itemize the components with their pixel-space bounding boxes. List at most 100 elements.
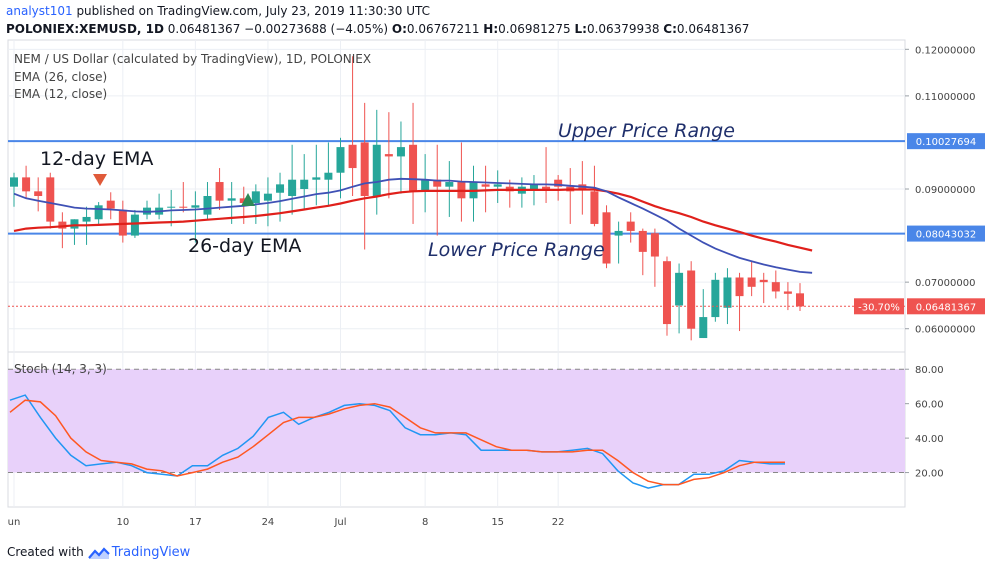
candle-body [723,277,732,308]
candle-body [22,177,31,192]
candle-body [324,172,333,180]
close-value: 0.06481367 [676,22,750,36]
candle-body [130,214,139,236]
candle-body [796,293,804,307]
time-tick-label: 24 [262,517,275,528]
candle-body [46,177,55,222]
last-price: 0.06481367 [167,22,241,36]
candle-body [288,179,297,196]
last-price-tag-label: 0.06481367 [916,302,976,313]
price-tick-label: 0.09000000 [915,185,975,196]
author-link[interactable]: analyst101 [6,4,73,18]
time-tick-label: Jul [333,517,346,528]
chart-area[interactable]: 0.06000000 0.07000000 0.09000000 0.11000000… [0,38,987,538]
annotation-ema26: 26-day EMA [188,235,302,257]
candle-body [421,179,430,192]
price-range-tag-label: 0.08043032 [916,230,976,241]
stoch-tick-label: 40.00 [915,434,944,445]
candle-body [529,184,538,190]
candle-body [82,216,91,222]
candle-body [191,205,200,208]
time-tick-label: 10 [116,517,129,528]
candle-body [614,230,623,236]
high-label: H: [483,22,499,36]
stoch-tick-label: 20.00 [915,469,944,480]
stoch-tick-label: 60.00 [915,400,944,411]
price-tick-label: 0.06000000 [915,325,975,336]
candle-body [590,191,599,224]
stoch-k-line [9,394,785,489]
price-range-tag [907,133,985,150]
price-tick-label: 0.07000000 [915,278,975,289]
candle-body [638,230,647,252]
stoch-tick-label: 80.00 [915,365,944,376]
candle-body [167,206,176,208]
ema26-arrow-icon [241,193,255,206]
candle-body [493,184,502,187]
annotation-upper-range: Upper Price Range [558,120,735,142]
candle-body [58,221,67,229]
candle-body [735,277,744,297]
candle-body [433,179,442,187]
open-label: O: [391,22,407,36]
annotation-lower-range: Lower Price Range [428,239,605,261]
low-value: 0.06379938 [586,22,660,36]
price-pane [7,39,906,353]
price-tick-label: 0.11000000 [915,92,975,103]
tradingview-brand-link[interactable]: TradingView [111,545,191,560]
candle-body [94,205,103,220]
stoch-d-line [9,399,785,486]
candle-body [771,282,780,292]
price-range-tag-label: 0.10027694 [916,137,976,148]
symbol-line: POLONIEX:XEMUSD, 1D [6,22,164,36]
candle-body [662,261,671,325]
candle-body [215,182,224,201]
annotation-ema12: 12-day EMA [40,148,154,170]
candle-body [239,198,248,203]
candle-body [759,279,768,283]
time-tick-label: 8 [422,517,428,528]
candle-body [554,179,563,187]
last-change-tag-label: -30.70% [858,302,900,313]
candle-body [384,154,393,157]
candle-body [276,184,285,193]
candle-body [263,193,272,201]
legend-stoch: Stoch (14, 3, 3) [14,362,107,376]
time-tick-label: 17 [189,517,202,528]
candle-body [687,270,696,329]
change-value: −0.00273688 (−4.05%) [244,22,389,36]
candle-body [179,206,188,208]
time-tick-label: un [8,517,21,528]
legend-title: NEM / US Dollar (calculated by TradingVi… [14,52,372,66]
candle-body [711,279,720,318]
candle-body [106,200,115,209]
candle-body [203,196,212,215]
candle-body [675,272,684,306]
candle-body [34,191,43,196]
price-range-tag [907,225,985,242]
created-with-text: Created with [7,545,84,559]
candle-body [372,144,381,196]
candle-body [300,179,309,190]
candle-body [348,144,357,169]
time-tick-label: 15 [491,517,504,528]
last-change-tag [854,298,904,315]
candle-body [336,147,345,173]
last-price-tag [907,298,985,315]
stoch-band [8,369,905,473]
candle-body [70,219,79,229]
time-tick-label: 22 [552,517,565,528]
close-label: C: [663,22,677,36]
ema12-arrow-icon [93,174,107,186]
candle-body [227,198,236,201]
candle-body [542,186,551,190]
candle-body [650,233,659,257]
candle-body [699,317,708,339]
footer: Created with TradingView [7,545,190,560]
candle-body [10,177,18,187]
publish-info: analyst101 published on TradingView.com,… [6,4,430,18]
candle-body [481,184,490,187]
candle-body [251,191,260,203]
price-tick-label: 0.12000000 [915,45,975,56]
candle-body [602,212,611,264]
